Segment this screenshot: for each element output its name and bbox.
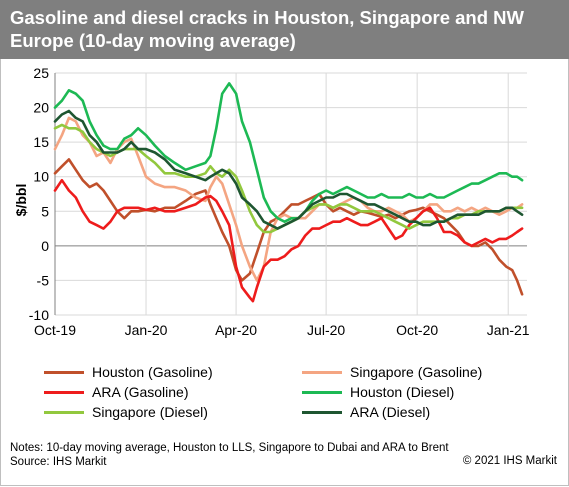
series-line-ara-diesel [53, 109, 524, 230]
y-axis-label: $/bbl [13, 184, 29, 217]
x-tick-label: Jul-20 [307, 322, 345, 338]
line-chart: 25 20 15 10 5 0 -5 -10 Oct-19 Jan-20 Apr-20 Jul-20… [13, 65, 530, 338]
y-axis-ticks: 25 20 15 10 5 0 -5 -10 [29, 65, 49, 323]
x-tick-label: Oct-20 [396, 322, 438, 338]
y-tick-label: -10 [29, 307, 49, 323]
x-tick-label: Oct-19 [34, 322, 76, 338]
y-tick-label: -5 [37, 272, 50, 288]
series-line-ara-gasoline [53, 178, 524, 303]
y-tick-label: 25 [33, 65, 49, 81]
y-tick-label: 15 [33, 134, 49, 150]
series-line-houston-diesel [53, 82, 524, 223]
footnotes: Notes: 10-day moving average, Houston to… [10, 441, 449, 469]
y-tick-label: 10 [33, 169, 49, 185]
x-tick-label: Jan-20 [125, 322, 168, 338]
y-tick-label: 20 [33, 100, 49, 116]
chart-title: Gasoline and diesel cracks in Houston, S… [10, 7, 524, 51]
x-axis-ticks: Oct-19 Jan-20 Apr-20 Jul-20 Oct-20 Jan-21 [34, 322, 530, 338]
x-tick-label: Jan-21 [487, 322, 530, 338]
x-tick-label: Apr-20 [215, 322, 257, 338]
series-lines [53, 82, 524, 303]
notes-text: Notes: 10-day moving average, Houston to… [10, 442, 449, 454]
y-tick-label: 5 [41, 203, 49, 219]
gridlines [54, 72, 527, 316]
y-tick-label: 0 [41, 238, 49, 254]
source-text: Source: IHS Markit [10, 456, 107, 468]
title-bar: Gasoline and diesel cracks in Houston, S… [0, 0, 569, 59]
copyright-text: © 2021 IHS Markit [462, 455, 557, 467]
series-line-houston-gasoline [53, 158, 524, 296]
